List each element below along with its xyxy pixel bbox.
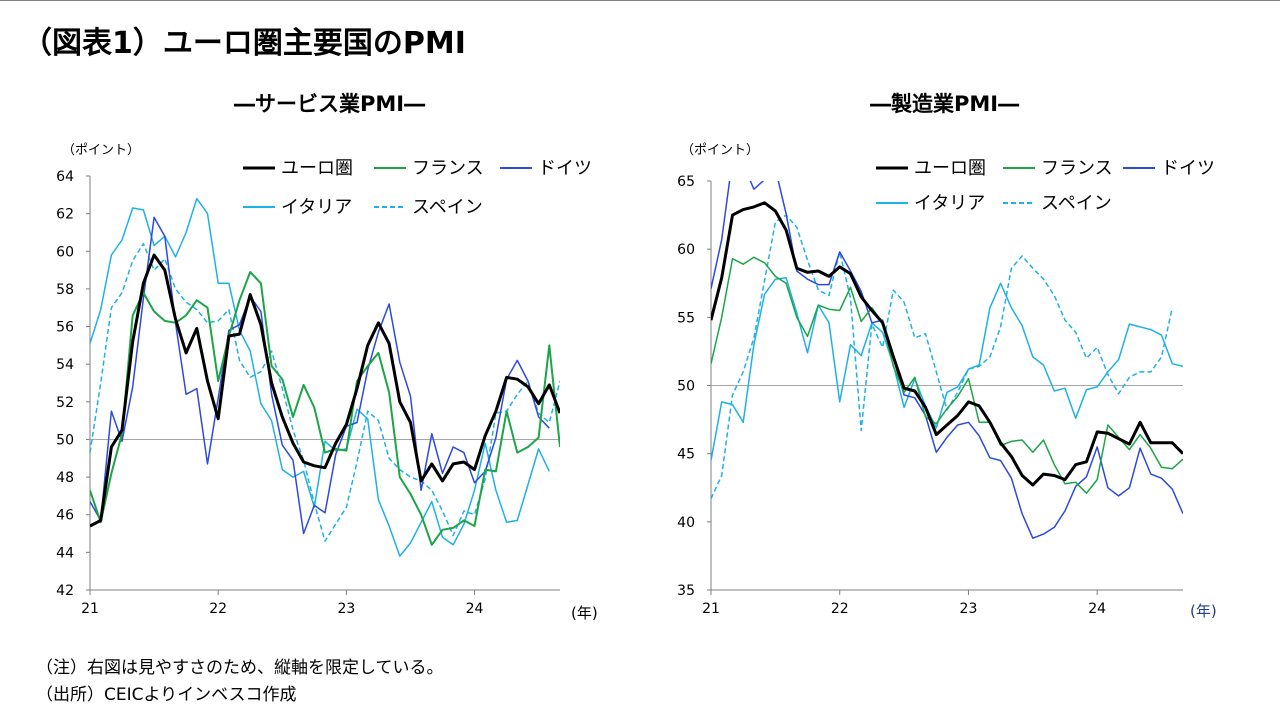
services-y-tick-label: 54 bbox=[56, 357, 74, 373]
services-y-tick-label: 60 bbox=[56, 244, 74, 260]
services-x-tick-label: 21 bbox=[81, 601, 99, 617]
manufacturing-x-axis-unit: (年) bbox=[1190, 602, 1217, 620]
legend-label-spain: スペイン bbox=[412, 197, 483, 218]
legend-label-france: フランス bbox=[1041, 158, 1113, 179]
legend-label-spain: スペイン bbox=[1041, 193, 1112, 214]
manufacturing-y-tick-label: 55 bbox=[677, 310, 695, 326]
services-x-tick-label: 24 bbox=[466, 601, 484, 617]
services-series-france bbox=[90, 271, 560, 546]
manufacturing-series-euro bbox=[711, 201, 1183, 487]
services-y-tick-label: 46 bbox=[56, 508, 74, 524]
page-title: （図表1）ユーロ圏主要国のPMI bbox=[22, 26, 466, 61]
manufacturing-x-tick-label: 23 bbox=[960, 601, 978, 617]
services-x-axis-unit: (年) bbox=[571, 604, 598, 622]
manufacturing-y-axis-label: （ポイント） bbox=[681, 143, 759, 158]
manufacturing-chart-title: ―製造業PMI― bbox=[870, 92, 1020, 116]
manufacturing-plot-area bbox=[711, 181, 1183, 539]
manufacturing-series-france bbox=[711, 256, 1183, 494]
services-series-italy bbox=[90, 197, 550, 557]
footnote-source: （出所）CEICよりインベスコ作成 bbox=[36, 685, 297, 705]
services-series-germany bbox=[90, 216, 550, 535]
services-y-tick-label: 58 bbox=[56, 282, 74, 298]
services-y-tick-label: 52 bbox=[56, 395, 74, 411]
services-x-tick-label: 23 bbox=[337, 601, 355, 617]
manufacturing-y-tick-label: 60 bbox=[677, 242, 695, 258]
legend-label-france: フランス bbox=[412, 158, 484, 179]
services-pmi-chart: 42 44 46 48 50 52 54 56 58 60 62 64 21 22 23 24 （ポイント） (年… bbox=[56, 143, 598, 622]
legend-label-germany: ドイツ bbox=[538, 158, 592, 179]
manufacturing-series-spain bbox=[711, 214, 1174, 500]
legend-label-italy: イタリア bbox=[914, 193, 985, 214]
services-chart-title: ―サービス業PMI― bbox=[234, 92, 426, 116]
manufacturing-y-tick-label: 40 bbox=[677, 515, 695, 531]
manufacturing-y-tick-label: 65 bbox=[677, 174, 695, 190]
manufacturing-x-tick-label: 24 bbox=[1088, 601, 1106, 617]
manufacturing-series-italy bbox=[711, 277, 1183, 461]
services-series-euro bbox=[90, 253, 560, 528]
legend-label-italy: イタリア bbox=[281, 197, 352, 218]
legend-label-euro: ユーロ圏 bbox=[281, 158, 353, 179]
manufacturing-x-tick-label: 21 bbox=[702, 601, 720, 617]
services-plot-area bbox=[90, 197, 560, 557]
manufacturing-y-tick-label: 50 bbox=[677, 379, 695, 395]
services-y-tick-label: 50 bbox=[56, 432, 74, 448]
services-y-tick-label: 48 bbox=[56, 470, 74, 486]
manufacturing-x-tick-label: 22 bbox=[831, 601, 849, 617]
services-x-tick-label: 22 bbox=[209, 601, 227, 617]
top-divider bbox=[0, 0, 1280, 1]
footnote-note: （注）右図は見やすさのため、縦軸を限定している。 bbox=[36, 658, 444, 678]
manufacturing-y-tick-label: 45 bbox=[677, 447, 695, 463]
services-y-tick-label: 64 bbox=[56, 169, 74, 185]
services-y-tick-label: 44 bbox=[56, 545, 74, 561]
services-y-tick-label: 62 bbox=[56, 207, 74, 223]
legend-label-euro: ユーロ圏 bbox=[914, 158, 986, 179]
manufacturing-series-germany bbox=[711, 181, 1183, 539]
manufacturing-y-tick-label: 35 bbox=[677, 583, 695, 599]
services-y-axis-label: （ポイント） bbox=[62, 143, 140, 158]
legend-label-germany: ドイツ bbox=[1161, 158, 1215, 179]
services-y-tick-label: 42 bbox=[56, 583, 74, 599]
manufacturing-pmi-chart: 35 40 45 50 55 60 65 21 22 23 24 （ポイント） (年) ユーロ圏 フランス ド… bbox=[677, 143, 1217, 620]
services-y-tick-label: 56 bbox=[56, 320, 74, 336]
